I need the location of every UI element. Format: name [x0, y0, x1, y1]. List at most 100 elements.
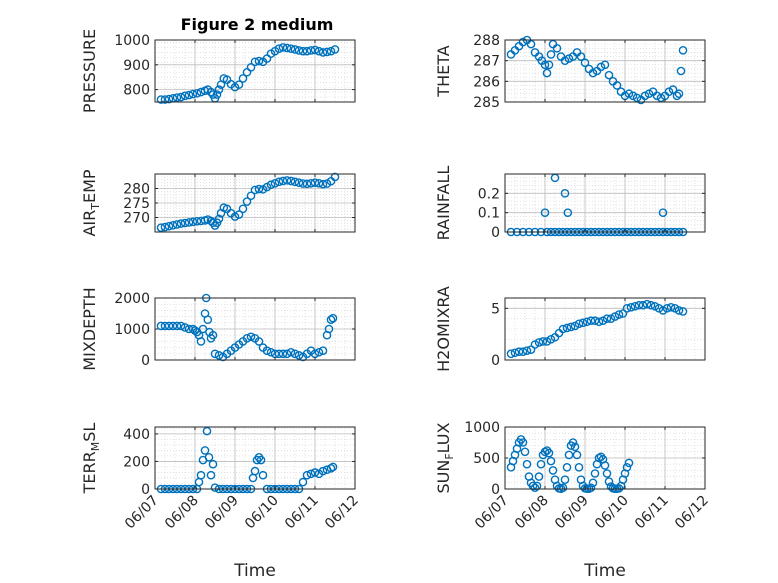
- panel-0-series: [156, 43, 340, 104]
- panel-3-data-point: [560, 189, 570, 198]
- panel-2-data-point: [234, 210, 244, 219]
- panel-5-data-point: [582, 317, 592, 327]
- panel-7-data-point: [641, 0, 648, 4]
- panel-6-data-point: [302, 470, 312, 480]
- panel-2-data-point: [168, 221, 178, 230]
- panel-4-data-point: [208, 330, 218, 340]
- panel-0-data-point: [326, 46, 336, 56]
- panel-2-data-point: [172, 220, 182, 229]
- panel-2-data-point: [282, 176, 292, 185]
- panel-4-data-point: [266, 347, 276, 357]
- panel-7-ytick-label: 1000: [464, 420, 500, 436]
- panel-5-data-point: [562, 323, 572, 333]
- panel-1-data-point: [612, 81, 622, 90]
- subplot-grid: 800 900 1000 PRESSURE 285 286 287 288 THETA 27027…: [80, 0, 712, 581]
- panel-2-data-point: [188, 217, 198, 227]
- panel-0-data-point: [250, 57, 260, 67]
- panel-5-data-point: [602, 314, 612, 323]
- panel-4-data-point: [156, 321, 166, 331]
- panel-5-data-point: [674, 306, 684, 315]
- panel-7-data-point: [622, 462, 632, 472]
- panel-7-ylabel: SUNFLUX: [434, 422, 456, 493]
- panel-6-xtick-label: 06/10: [242, 493, 282, 533]
- panel-1-data-point: [526, 39, 536, 49]
- panel-3-data-point: [540, 208, 550, 217]
- panel-2-ytick-label: 270: [123, 211, 150, 227]
- panel-2-ytick-label: 280: [123, 182, 150, 198]
- panel-7-data-point: [661, 0, 668, 4]
- panel-3-data-point: [563, 208, 573, 217]
- panel-5-data-point: [666, 302, 676, 312]
- panel-4-data-point: [286, 347, 296, 357]
- panel-4-data-point: [246, 332, 256, 342]
- panel-2-ytick-label: 275: [123, 196, 150, 212]
- panel-0-axes-box: [154, 39, 356, 103]
- panel-0-data-point: [254, 56, 264, 66]
- panel-2-series: [156, 172, 340, 232]
- panel-0-data-point: [156, 95, 166, 104]
- panel-6-data-point: [196, 470, 206, 480]
- panel-2-data-point: [278, 176, 288, 186]
- panel-0-data-point: [172, 93, 182, 102]
- panel-6-xlabel: Time: [233, 561, 276, 581]
- subplot-5-h2omixra: 0 5 H2OMIXRA: [434, 286, 706, 372]
- panel-2-data-point: [238, 204, 248, 214]
- panel-5-ytick-label: 5: [491, 301, 500, 317]
- panel-6-data-point: [258, 470, 268, 480]
- panel-2-ylabel: AIRTEMP: [80, 169, 102, 236]
- panel-1-series: [506, 35, 688, 105]
- panel-0-data-point: [180, 91, 190, 101]
- panel-0-data-point: [298, 46, 308, 56]
- panel-5-data-point: [578, 318, 588, 328]
- panel-2-data-point: [164, 221, 174, 231]
- panel-6-data-point: [318, 466, 328, 476]
- panel-2-data-point: [246, 191, 256, 201]
- panel-6-xtick-label: 06/11: [282, 493, 322, 533]
- panel-1-data-point: [546, 50, 556, 59]
- panel-7-data-point: [655, 0, 662, 4]
- panel-7-data-point: [639, 0, 646, 4]
- panel-0-data-point: [192, 89, 202, 98]
- panel-7-data-point: [560, 475, 570, 485]
- panel-7-xlabel: Time: [583, 561, 626, 581]
- subplot-1-theta: 285 286 287 288 THETA: [434, 33, 706, 111]
- panel-0-data-point: [234, 80, 244, 89]
- panel-2-data-point: [266, 180, 276, 190]
- panel-1-ytick-label: 288: [473, 33, 500, 49]
- panel-5-data-point: [638, 300, 648, 310]
- panel-4-data-point: [168, 321, 178, 331]
- panel-3-data-point: [658, 208, 668, 217]
- panel-7-data-point: [568, 438, 578, 447]
- panel-4-data-point: [254, 337, 264, 346]
- panel-7-data-point: [653, 0, 660, 4]
- panel-0-data-point: [164, 94, 174, 104]
- panel-2-data-point: [242, 197, 252, 206]
- panel-6-xtick-label: 06/08: [162, 493, 202, 533]
- panel-6-data-point: [326, 464, 336, 473]
- panel-5-data-point: [534, 338, 544, 347]
- panel-2-data-point: [180, 218, 190, 228]
- panel-2-data-point: [306, 178, 316, 188]
- panel-7-xtick-label: 06/08: [512, 493, 552, 533]
- panel-6-data-point: [208, 459, 218, 469]
- subplot-3-rainfall: 0 0.1 0.2 RAINFALL: [434, 166, 706, 241]
- panel-4-ytick-label: 1000: [114, 322, 150, 338]
- panel-5-data-point: [590, 316, 600, 326]
- panel-2-data-point: [274, 177, 284, 187]
- subplot-4-mixdepth: 0 1000 2000 MIXDEPTH: [80, 287, 356, 371]
- panel-7-data-point: [665, 0, 672, 4]
- panel-4-data-point: [314, 347, 324, 357]
- panel-5-data-point: [522, 346, 532, 356]
- panel-5-data-point: [594, 317, 604, 327]
- panel-5-ylabel: H2OMIXRA: [434, 286, 453, 372]
- panel-6-ytick-label: 400: [123, 427, 150, 443]
- panel-6-data-point: [310, 468, 320, 477]
- panel-0-data-point: [246, 62, 256, 72]
- panel-7-data-point: [614, 484, 624, 493]
- panel-7-data-point: [643, 0, 650, 4]
- panel-2-data-point: [294, 178, 304, 187]
- panel-7-data-point: [671, 0, 678, 4]
- panel-5-data-point: [646, 300, 656, 310]
- panel-5-data-point: [518, 347, 528, 357]
